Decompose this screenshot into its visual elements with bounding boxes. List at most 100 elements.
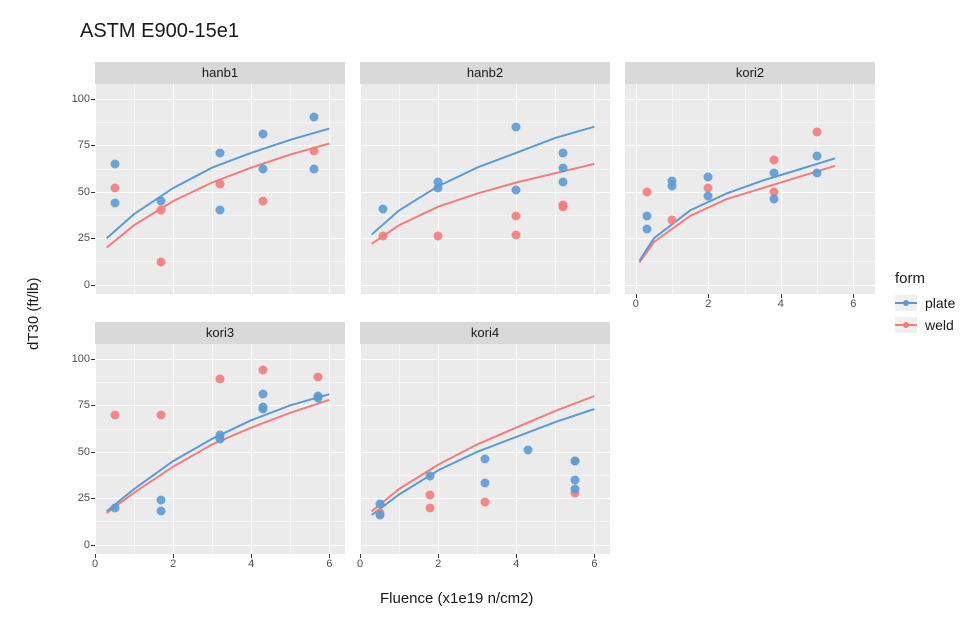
point-plate (512, 185, 521, 194)
point-plate (216, 434, 225, 443)
point-weld (426, 490, 435, 499)
x-tick-label: 2 (705, 298, 711, 310)
facet-panel (360, 84, 610, 294)
point-plate (110, 198, 119, 207)
facet-hanb1: hanb1 (95, 62, 345, 294)
point-weld (668, 215, 677, 224)
x-tick-label: 0 (357, 558, 363, 570)
point-plate (704, 191, 713, 200)
point-plate (434, 184, 443, 193)
point-weld (216, 180, 225, 189)
x-tick-label: 6 (850, 298, 856, 310)
point-plate (642, 211, 651, 220)
y-tick-labels: 0255075100 (62, 344, 90, 554)
point-weld (481, 497, 490, 506)
point-plate (559, 148, 568, 157)
legend-title: form (895, 270, 955, 287)
facet-panel (625, 84, 875, 294)
point-plate (481, 479, 490, 488)
point-weld (157, 410, 166, 419)
point-weld (559, 202, 568, 211)
point-plate (570, 484, 579, 493)
y-tick-label: 100 (72, 353, 90, 365)
facet-strip: kori4 (360, 322, 610, 344)
point-weld (258, 366, 267, 375)
point-plate (309, 113, 318, 122)
y-tick-labels: 0 25 50 75 100 (62, 84, 90, 294)
point-weld (642, 187, 651, 196)
point-weld (216, 375, 225, 384)
x-tick-labels: 0246 (625, 298, 875, 312)
point-plate (559, 178, 568, 187)
y-tick-label: 50 (78, 186, 90, 198)
x-tick-label: 0 (633, 298, 639, 310)
point-weld (512, 211, 521, 220)
point-plate (523, 445, 532, 454)
legend: form plate weld (895, 270, 955, 339)
x-tick-label: 6 (591, 558, 597, 570)
point-plate (642, 224, 651, 233)
point-weld (110, 184, 119, 193)
point-weld (769, 156, 778, 165)
point-plate (668, 182, 677, 191)
facet-hanb2: hanb2 (360, 62, 610, 294)
point-plate (512, 122, 521, 131)
point-weld (110, 410, 119, 419)
x-tick-labels: 0246 (360, 558, 610, 572)
x-axis-label: Fluence (x1e19 n/cm2) (380, 590, 533, 607)
legend-swatch (895, 317, 917, 333)
x-tick-label: 4 (248, 558, 254, 570)
figure-title: ASTM E900-15e1 (80, 20, 239, 43)
point-plate (375, 510, 384, 519)
point-plate (309, 165, 318, 174)
facet-panel (95, 84, 345, 294)
point-plate (157, 197, 166, 206)
point-plate (258, 165, 267, 174)
point-weld (434, 232, 443, 241)
facet-kori4: kori4 (360, 322, 610, 554)
y-tick-label: 75 (78, 139, 90, 151)
point-weld (426, 503, 435, 512)
point-plate (157, 507, 166, 516)
point-plate (813, 152, 822, 161)
y-tick-label: 100 (72, 93, 90, 105)
x-tick-label: 4 (513, 558, 519, 570)
point-plate (375, 499, 384, 508)
facet-kori2: kori2 (625, 62, 875, 294)
facet-kori3: kori3 (95, 322, 345, 554)
y-tick-label: 25 (78, 492, 90, 504)
x-tick-labels: 0246 (95, 558, 345, 572)
legend-swatch (895, 295, 917, 311)
y-axis-label: dT30 (ft/lb) (25, 277, 42, 350)
figure: { "title": "ASTM E900-15e1", "axis": { "… (0, 0, 973, 622)
y-tick-label: 0 (84, 279, 90, 291)
point-plate (313, 393, 322, 402)
point-weld (258, 197, 267, 206)
legend-item: weld (895, 317, 955, 333)
point-plate (258, 130, 267, 139)
facet-strip: hanb2 (360, 62, 610, 84)
facet-strip: kori2 (625, 62, 875, 84)
point-plate (813, 169, 822, 178)
legend-label: plate (925, 295, 955, 311)
point-plate (110, 159, 119, 168)
x-tick-label: 0 (92, 558, 98, 570)
x-tick-label: 2 (170, 558, 176, 570)
point-plate (157, 496, 166, 505)
y-tick-label: 25 (78, 232, 90, 244)
point-weld (157, 258, 166, 267)
point-plate (110, 503, 119, 512)
facet-strip: kori3 (95, 322, 345, 344)
facet-strip: hanb1 (95, 62, 345, 84)
point-weld (309, 146, 318, 155)
y-tick-label: 75 (78, 399, 90, 411)
point-plate (769, 195, 778, 204)
y-tick-label: 50 (78, 446, 90, 458)
point-weld (157, 206, 166, 215)
point-plate (570, 475, 579, 484)
facet-panel (95, 344, 345, 554)
point-plate (481, 455, 490, 464)
point-plate (426, 471, 435, 480)
point-plate (216, 206, 225, 215)
point-plate (559, 163, 568, 172)
